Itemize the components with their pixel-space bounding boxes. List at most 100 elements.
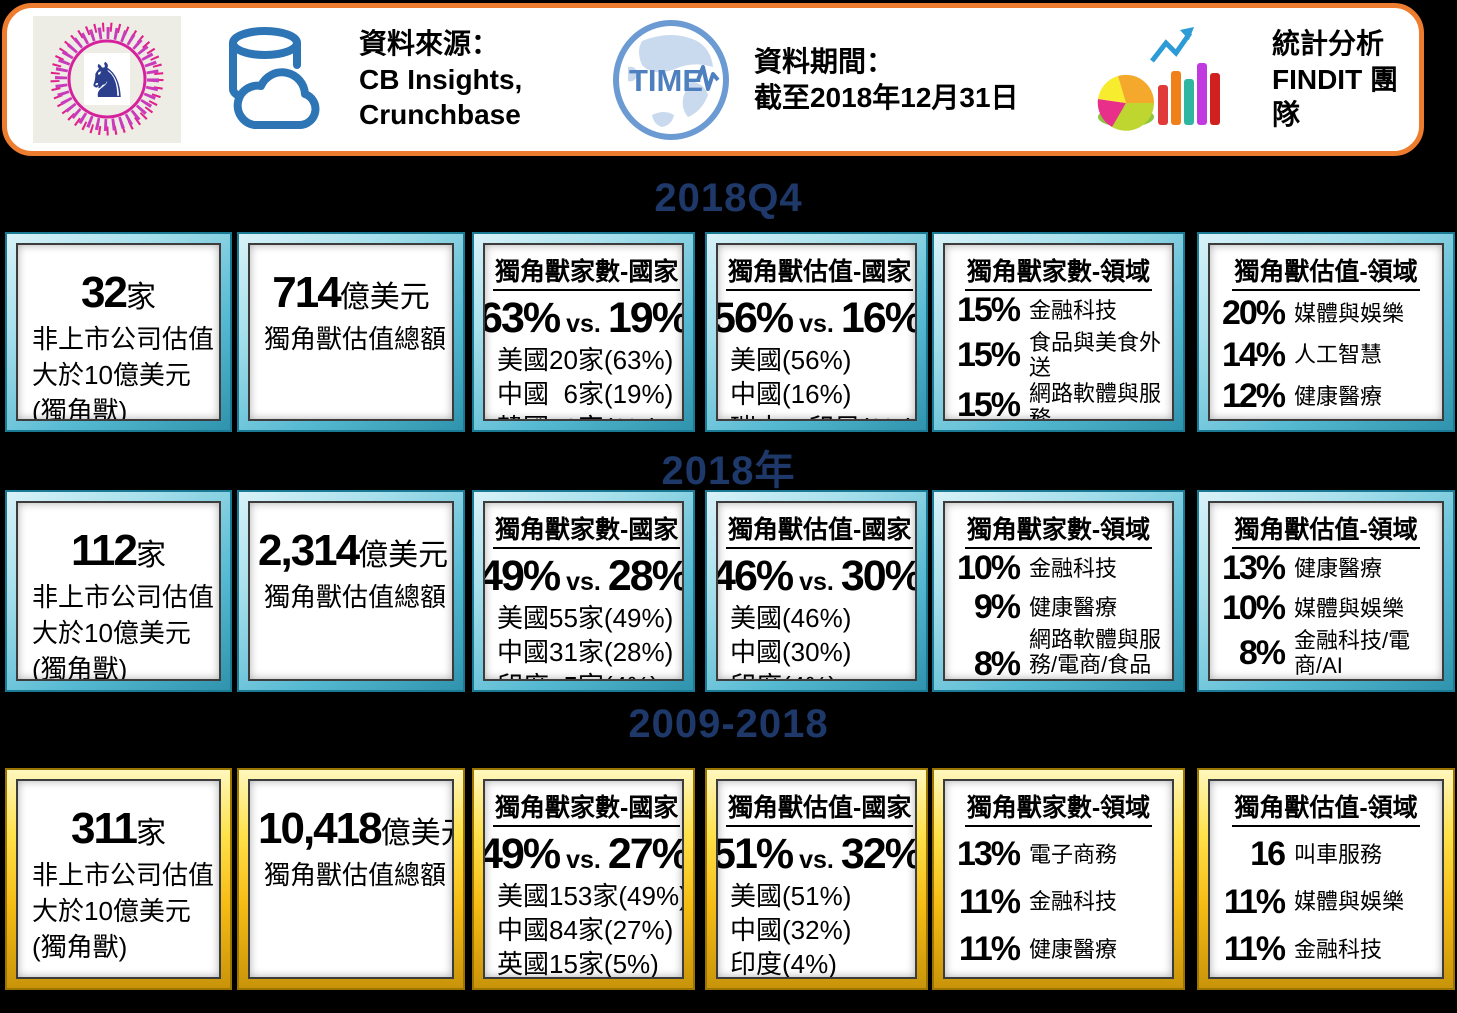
stat-suffix: 億美元: [380, 817, 452, 850]
sector-pct: 15%: [956, 386, 1021, 421]
sector-label: 健康醫療: [1294, 556, 1383, 582]
box-title: 獨角獸家數-國家: [493, 252, 681, 291]
count-by-country-box: 獨角獸家數-國家 49% vs. 27% 美國153家(49%) 中國84家(2…: [472, 768, 695, 990]
country-line: 印度 5家(4%): [497, 670, 674, 679]
sector-pct: 12%: [1221, 377, 1286, 416]
data-period-value: 截至2018年12月31日: [753, 81, 1019, 113]
stat-line: (獨角獸): [32, 931, 128, 962]
sector-row: 11% 金融科技: [1218, 930, 1434, 969]
sector-row: 14% 人工智慧: [1218, 336, 1434, 375]
count-by-sector-box: 獨角獸家數-領域 13% 電子商務 11% 金融科技 11% 健康醫療: [932, 768, 1185, 990]
country-line: 中國84家(27%): [497, 914, 674, 945]
sector-pct: 13%: [956, 835, 1021, 874]
stat-number: 714: [272, 268, 341, 317]
stat-suffix: 家: [135, 539, 166, 572]
sector-row: 16 叫車服務: [1218, 835, 1434, 874]
pct-right: 16%: [840, 294, 917, 342]
pct-right: 27%: [607, 830, 684, 878]
vs-label: vs.: [799, 310, 834, 338]
sector-row: 11% 金融科技: [953, 883, 1164, 922]
sector-row: 9% 健康醫療: [953, 588, 1164, 627]
valuation-by-country-box: 獨角獸估值-國家 46% vs. 30% 美國(46%) 中國(30%) 印度(…: [705, 490, 928, 692]
box-title: 獨角獸家數-領域: [964, 252, 1153, 291]
sector-row: 20% 媒體與娛樂: [1218, 294, 1434, 333]
country-line: 英國15家(5%): [497, 948, 659, 979]
pct-right: 28%: [607, 552, 684, 600]
valuation-by-country-box: 獨角獸估值-國家 56% vs. 16% 美國(56%) 中國(16%) 瑞士、…: [705, 232, 928, 432]
stat-caption: 獨角獸估值總額: [264, 324, 447, 354]
box-title: 獨角獸估值-領域: [1232, 510, 1420, 549]
country-line: 美國20家(63%): [497, 345, 674, 375]
total-valuation-box: 2,314億美元 獨角獸估值總額: [237, 490, 465, 692]
stat-suffix: 億美元: [339, 281, 430, 314]
vs-label: vs.: [566, 846, 601, 874]
country-line: 印度(4%): [730, 670, 907, 679]
header-bar: ♞ 資料來源： CB Insights, Crunchbase TI: [2, 3, 1424, 156]
pct-right: 32%: [840, 830, 917, 878]
sector-row: 11% 媒體與娛樂: [1218, 883, 1434, 922]
sector-pct: 11%: [1223, 882, 1286, 921]
unicorn-icon: ♞: [33, 16, 181, 143]
data-source-line1: CB Insights,: [359, 63, 523, 95]
data-source-label: 資料來源：: [359, 27, 500, 59]
row-2009-2018: 311家 非上市公司估值 大於10億美元 (獨角獸) 10,418億美元 獨角獸…: [5, 768, 1455, 990]
country-line: 美國(51%): [730, 881, 852, 911]
pct-left: 49%: [483, 552, 561, 600]
stat-line: (獨角獸): [32, 395, 128, 421]
sector-row: 11% 健康醫療: [953, 930, 1164, 969]
box-title: 獨角獸家數-領域: [964, 510, 1153, 549]
sector-label: 電子商務: [1029, 842, 1118, 868]
time-globe-icon: TIME: [612, 19, 730, 141]
pct-left: 51%: [716, 830, 794, 878]
time-icon-label: TIME: [629, 63, 703, 98]
sector-pct: 9%: [973, 588, 1021, 626]
stat-line: 非上市公司估值: [32, 860, 215, 890]
box-title: 獨角獸估值-國家: [726, 788, 914, 827]
sector-pct: 13%: [1221, 549, 1286, 588]
sector-label: 網路軟體與服務/電商/食品與美食外送: [1029, 627, 1162, 679]
sector-pct: 14%: [1221, 335, 1286, 374]
stat-caption: 獨角獸估值總額: [264, 860, 447, 890]
country-line: 美國(56%): [730, 345, 852, 375]
box-title: 獨角獸家數-國家: [493, 510, 681, 549]
sector-row: 15% 食品與美食外送: [953, 330, 1164, 381]
valuation-by-sector-box: 獨角獸估值-領域 13% 健康醫療 10% 媒體與娛樂 8% 金融科技/電商/A…: [1197, 490, 1455, 692]
sector-row: 15% 金融科技: [953, 291, 1164, 330]
sector-row: 10% 金融科技: [953, 549, 1164, 588]
country-line: 印度(4%): [730, 948, 837, 979]
sector-label: 金融科技: [1029, 889, 1118, 915]
stat-suffix: 億美元: [358, 539, 449, 572]
chart-3d-icon: [1096, 19, 1228, 141]
unicorn-count-box: 112家 非上市公司估值 大於10億美元 (獨角獸): [5, 490, 232, 692]
stat-number: 32: [81, 268, 128, 317]
country-line: 中國31家(28%): [497, 636, 674, 667]
sector-label: 金融科技: [1029, 555, 1118, 581]
sector-label: 金融科技: [1029, 297, 1118, 323]
pct-left: 63%: [483, 294, 561, 342]
stat-suffix: 家: [135, 817, 166, 850]
total-valuation-box: 714億美元 獨角獸估值總額: [237, 232, 465, 432]
sector-label: 媒體與娛樂: [1294, 300, 1405, 326]
sector-pct: 15%: [956, 291, 1021, 329]
valuation-by-sector-box: 獨角獸估值-領域 16 叫車服務 11% 媒體與娛樂 11% 金融科技: [1197, 768, 1455, 990]
unicorn-count-box: 311家 非上市公司估值 大於10億美元 (獨角獸): [5, 768, 232, 990]
findit-unicorn-logo: ♞: [33, 16, 181, 143]
sector-pct: 20%: [1221, 293, 1286, 332]
country-line: 中國(32%): [730, 914, 852, 945]
sector-label: 媒體與娛樂: [1294, 595, 1405, 621]
stat-number: 311: [71, 804, 138, 853]
country-line: 中國(16%): [730, 378, 852, 409]
box-title: 獨角獸家數-國家: [493, 788, 681, 827]
sector-pct: 10%: [1221, 588, 1286, 627]
sector-row: 15% 網路軟體與服務: [953, 381, 1164, 421]
data-source-line2: Crunchbase: [359, 99, 521, 131]
count-by-sector-box: 獨角獸家數-領域 10% 金融科技 9% 健康醫療 8% 網路軟體與服務/電商/…: [932, 490, 1185, 692]
stat-caption: 獨角獸估值總額: [264, 582, 447, 612]
sector-row: 13% 健康醫療: [1218, 549, 1434, 588]
stat-number: 2,314: [258, 526, 360, 575]
country-line: 美國(46%): [730, 603, 852, 633]
vs-label: vs.: [566, 310, 601, 338]
team-text: 統計分析 FINDIT 團隊: [1272, 26, 1419, 133]
stat-number: 112: [71, 526, 138, 575]
